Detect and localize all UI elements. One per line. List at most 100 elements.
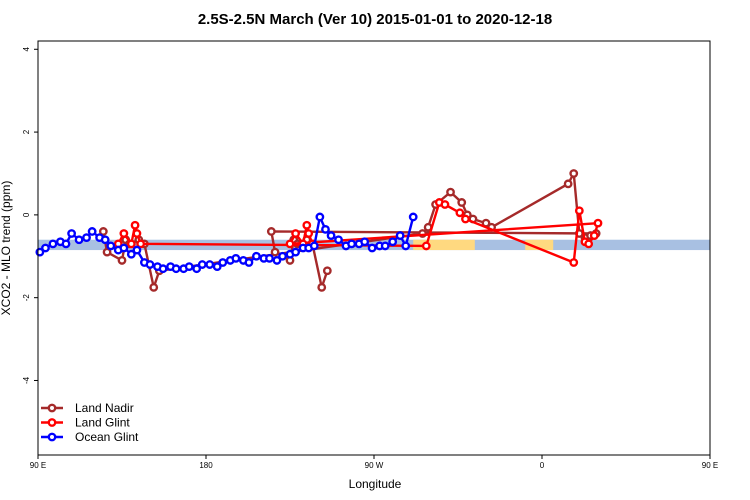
data-point-ocean-glint — [291, 247, 300, 257]
x-tick-label: 180 — [199, 461, 213, 470]
legend-marker — [47, 432, 57, 442]
data-point-land-nadir — [98, 227, 108, 236]
legend-marker — [47, 403, 57, 413]
data-point-land-nadir — [266, 227, 276, 236]
data-point-land-nadir — [563, 179, 573, 189]
data-point-land-glint — [285, 239, 295, 249]
x-axis-label: Longitude — [349, 477, 402, 491]
data-point-land-glint — [593, 218, 603, 228]
series-layer — [35, 169, 603, 292]
data-point-ocean-glint — [119, 243, 129, 253]
x-tick-label: 90 E — [30, 461, 46, 470]
data-point-ocean-glint — [132, 245, 142, 255]
data-point-land-glint — [126, 239, 136, 249]
data-point-ocean-glint — [315, 212, 325, 222]
band-1 — [413, 239, 475, 251]
data-point-land-nadir — [446, 187, 455, 197]
data-point-land-nadir — [270, 247, 280, 257]
data-point-ocean-glint — [272, 256, 282, 265]
data-point-land-glint — [421, 241, 431, 251]
data-point-ocean-glint — [192, 264, 202, 274]
data-point-ocean-glint — [106, 241, 116, 251]
data-point-ocean-glint — [82, 233, 91, 243]
data-point-ocean-glint — [100, 235, 110, 245]
data-point-ocean-glint — [218, 258, 228, 267]
band-2 — [525, 239, 554, 251]
y-axis: -4 -2 0 2 4 — [22, 47, 38, 384]
legend-label: Ocean Glint — [75, 430, 139, 444]
legend-marker — [47, 418, 57, 427]
data-point-ocean-glint — [197, 260, 207, 269]
data-point-land-glint — [455, 208, 465, 218]
data-point-ocean-glint — [212, 262, 222, 272]
y-tick-label: 0 — [22, 212, 31, 217]
x-tick-label: 90 E — [702, 461, 718, 470]
data-point-ocean-glint — [158, 264, 168, 274]
chart-title: 2.5S-2.5N March (Ver 10) 2015-01-01 to 2… — [198, 11, 552, 28]
x-tick-label: 0 — [540, 461, 545, 470]
data-point-ocean-glint — [360, 237, 370, 247]
data-point-land-nadir — [117, 256, 127, 265]
data-point-land-glint — [584, 239, 594, 249]
data-point-ocean-glint — [67, 229, 77, 238]
legend-item-land-nadir: Land Nadir — [41, 401, 134, 415]
data-point-ocean-glint — [231, 253, 241, 263]
series-ocean-glint — [35, 212, 418, 274]
data-point-ocean-glint — [61, 239, 71, 249]
data-point-land-nadir — [149, 282, 159, 292]
data-point-land-glint — [461, 214, 470, 224]
data-point-land-nadir — [457, 198, 467, 207]
data-point-ocean-glint — [388, 237, 398, 247]
legend-label: Land Glint — [75, 416, 130, 430]
data-point-ocean-glint — [145, 260, 155, 269]
x-tick-label: 90 W — [365, 461, 384, 470]
data-point-ocean-glint — [326, 231, 336, 240]
data-point-land-nadir — [102, 247, 112, 257]
data-point-ocean-glint — [41, 243, 50, 253]
data-point-ocean-glint — [334, 235, 343, 245]
data-point-land-glint — [589, 231, 599, 240]
data-point-land-glint — [132, 229, 142, 238]
data-point-ocean-glint — [74, 235, 84, 245]
data-point-land-nadir — [322, 266, 332, 276]
data-point-ocean-glint — [87, 227, 97, 236]
data-point-ocean-glint — [251, 251, 261, 261]
data-point-ocean-glint — [184, 262, 194, 272]
data-point-land-nadir — [317, 282, 327, 292]
data-point-ocean-glint — [278, 251, 287, 261]
data-point-land-nadir — [569, 169, 579, 178]
data-point-land-glint — [302, 220, 312, 230]
y-tick-label: -4 — [22, 376, 31, 384]
data-point-ocean-glint — [367, 243, 377, 253]
legend-item-land-glint: Land Glint — [41, 416, 130, 430]
legend-item-ocean-glint: Ocean Glint — [41, 430, 139, 444]
series-land-glint — [113, 198, 603, 267]
data-point-land-glint — [304, 229, 314, 238]
data-point-land-glint — [136, 239, 146, 249]
data-point-land-glint — [440, 200, 450, 209]
data-point-land-glint — [291, 229, 300, 238]
data-point-ocean-glint — [48, 239, 58, 249]
data-point-ocean-glint — [380, 241, 390, 251]
data-point-ocean-glint — [395, 231, 405, 240]
data-point-ocean-glint — [309, 241, 319, 251]
data-point-land-glint — [130, 220, 140, 230]
data-point-ocean-glint — [171, 264, 181, 274]
data-point-land-glint — [569, 258, 579, 267]
y-axis-label: XCO2 - MLO trend (ppm) — [0, 181, 13, 316]
data-point-ocean-glint — [126, 249, 136, 259]
legend-label: Land Nadir — [75, 401, 134, 415]
data-point-ocean-glint — [244, 258, 254, 267]
data-point-ocean-glint — [205, 260, 215, 269]
data-point-ocean-glint — [265, 253, 274, 263]
data-point-ocean-glint — [408, 212, 418, 222]
x-axis: 90 E 180 90 W 0 90 E — [30, 455, 718, 470]
data-point-land-glint — [574, 206, 584, 216]
data-point-ocean-glint — [321, 224, 330, 234]
y-tick-label: 4 — [22, 47, 31, 52]
y-tick-label: 2 — [22, 129, 31, 134]
data-point-ocean-glint — [347, 239, 356, 249]
y-tick-label: -2 — [22, 294, 31, 302]
